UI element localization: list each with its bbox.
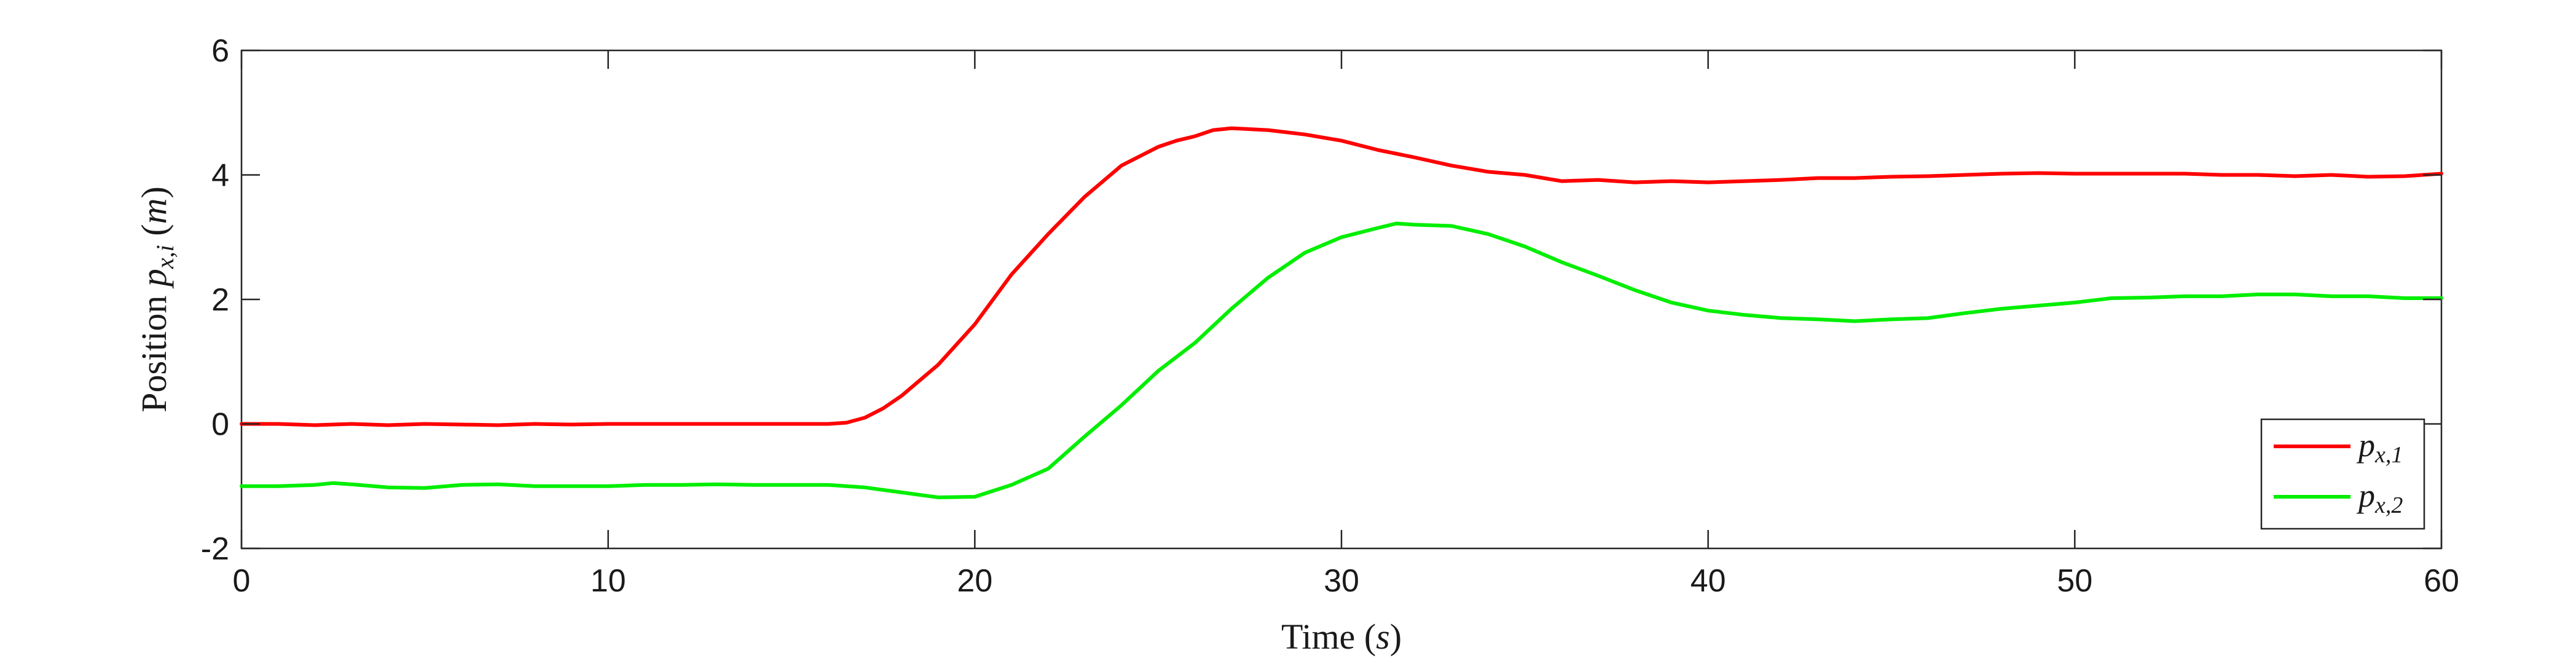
plot-background	[240, 49, 2443, 550]
legend-label-series-1: px,1	[2356, 427, 2403, 468]
x-axis-label: Time (s)	[1281, 617, 1402, 657]
legend-label-series-2: px,2	[2356, 477, 2403, 518]
x-tick-label: 20	[957, 563, 992, 599]
y-tick-label: 0	[211, 407, 229, 443]
legend-symbol-series-2: p	[2356, 477, 2375, 514]
y-axis-label-word: Position	[134, 296, 174, 413]
x-axis: 0 10 20 30 40 50 60	[233, 50, 2459, 599]
y-axis-label: Position px,i (m)	[134, 186, 179, 413]
x-tick-label: 30	[1324, 563, 1359, 599]
y-tick-label: -2	[201, 531, 229, 567]
x-tick-label: 0	[233, 563, 251, 599]
y-axis: -2 0 2 4 6	[201, 33, 2441, 567]
x-tick-label: 40	[1690, 563, 1726, 599]
y-tick-label: 2	[211, 282, 229, 318]
series-line-1	[240, 126, 2443, 427]
series-line-2	[240, 221, 2443, 499]
x-tick-label: 50	[2057, 563, 2092, 599]
y-tick-label: 4	[211, 158, 229, 194]
legend: px,1 px,2	[2260, 418, 2425, 530]
legend-subscript-series-1: x,1	[2374, 442, 2403, 468]
legend-symbol-series-1: p	[2356, 427, 2375, 464]
x-axis-label-unit: s	[1376, 617, 1390, 657]
series-layer	[240, 126, 2443, 499]
y-axis-label-unit: m	[134, 199, 174, 224]
legend-subscript-series-2: x,2	[2374, 492, 2403, 518]
y-tick-label: 6	[211, 33, 229, 69]
x-tick-label: 60	[2424, 563, 2459, 599]
x-axis-label-word: Time	[1281, 617, 1355, 657]
y-axis-label-subscript: x,i	[151, 245, 179, 269]
x-tick-label: 10	[591, 563, 626, 599]
y-axis-label-symbol: p	[134, 269, 174, 289]
legend-box	[2260, 418, 2425, 530]
